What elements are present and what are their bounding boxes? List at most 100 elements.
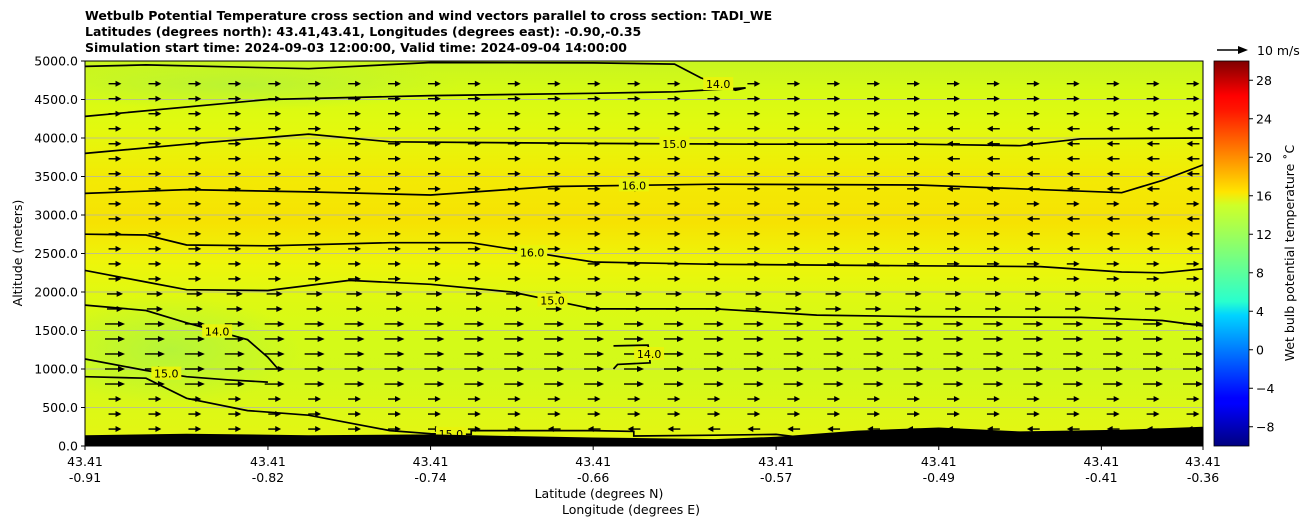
wind-vector bbox=[907, 411, 920, 418]
x-tick-lon-0: -0.91 bbox=[69, 470, 101, 485]
wind-vector bbox=[825, 290, 842, 297]
wind-vector bbox=[228, 170, 242, 177]
wind-vector bbox=[743, 335, 764, 342]
wind-vector bbox=[1023, 320, 1044, 327]
wind-vector bbox=[427, 185, 441, 192]
wind-vector bbox=[507, 396, 521, 403]
wind-vector bbox=[108, 80, 122, 87]
wind-vector bbox=[1146, 200, 1160, 207]
wind-vector bbox=[544, 320, 565, 327]
y-tick-label-8: 4000.0 bbox=[34, 131, 78, 146]
wind-vector bbox=[747, 80, 761, 87]
wind-vector bbox=[827, 200, 841, 207]
wind-vector bbox=[308, 396, 322, 403]
wind-vector bbox=[905, 290, 922, 297]
wind-vector bbox=[1106, 396, 1120, 403]
wind-vector bbox=[266, 290, 283, 297]
contour-label-bg-4 bbox=[537, 293, 568, 307]
wind-vector bbox=[467, 275, 481, 282]
wind-vector bbox=[587, 95, 601, 102]
wind-vector bbox=[1143, 335, 1164, 342]
wind-vector bbox=[1066, 155, 1080, 162]
wind-vector bbox=[1186, 275, 1200, 282]
wind-vector bbox=[983, 320, 1004, 327]
wind-vector bbox=[424, 320, 445, 327]
wind-vector bbox=[188, 260, 202, 267]
wind-vector bbox=[467, 185, 481, 192]
wind-vector bbox=[547, 245, 561, 252]
wind-vector bbox=[386, 305, 403, 312]
wind-vector bbox=[308, 215, 322, 222]
wind-vector bbox=[783, 366, 804, 372]
wind-vector bbox=[783, 350, 804, 357]
wind-vector bbox=[224, 350, 245, 357]
wind-vector bbox=[625, 290, 643, 297]
wind-vector bbox=[547, 200, 561, 207]
wind-vector bbox=[228, 260, 242, 267]
wind-vector bbox=[507, 275, 521, 282]
wind-vector bbox=[228, 80, 242, 87]
wind-vector bbox=[344, 335, 365, 342]
wind-vector bbox=[903, 335, 924, 342]
wind-vector bbox=[186, 290, 203, 297]
colorbar-label: Wet bulb potential temperature ˚C bbox=[1282, 144, 1297, 361]
wind-vector bbox=[827, 155, 841, 162]
wind-vector bbox=[1186, 215, 1200, 222]
wind-vector bbox=[467, 170, 481, 177]
wind-vector bbox=[903, 350, 924, 357]
wind-vector bbox=[228, 275, 242, 282]
wind-vector bbox=[546, 305, 563, 312]
x-tick-lon-3: -0.66 bbox=[577, 470, 609, 485]
colorbar-tick-label-9: −8 bbox=[1256, 419, 1274, 434]
wind-vector bbox=[947, 275, 960, 282]
colorbar-tick-label-2: 20 bbox=[1256, 150, 1272, 165]
wind-vector bbox=[1186, 260, 1200, 267]
wind-vector bbox=[867, 411, 881, 418]
wind-vector bbox=[308, 80, 322, 87]
wind-vector bbox=[148, 411, 162, 418]
wind-vector bbox=[348, 396, 361, 403]
wind-vector bbox=[348, 215, 361, 222]
wind-vector bbox=[827, 426, 841, 433]
wind-vector bbox=[947, 396, 960, 403]
wind-vector bbox=[1066, 140, 1080, 147]
wind-vector bbox=[1103, 320, 1124, 327]
colorbar-tick-label-3: 16 bbox=[1256, 188, 1272, 203]
wind-vector bbox=[787, 411, 801, 418]
wind-vector bbox=[184, 381, 205, 388]
wind-vector bbox=[1106, 411, 1120, 418]
wind-vector bbox=[1106, 110, 1120, 117]
wind-vector bbox=[108, 95, 122, 102]
y-tick-label-3: 1500.0 bbox=[34, 323, 78, 338]
wind-vector bbox=[1026, 125, 1040, 132]
wind-vector bbox=[584, 320, 605, 327]
wind-vector bbox=[663, 350, 684, 357]
wind-vector bbox=[547, 185, 561, 192]
wind-vector bbox=[667, 125, 681, 132]
wind-vector bbox=[627, 245, 641, 252]
wind-vector bbox=[1103, 366, 1124, 372]
wind-vector bbox=[867, 200, 881, 207]
wind-vector bbox=[823, 335, 844, 342]
wind-vector bbox=[467, 125, 481, 132]
wind-vector bbox=[108, 125, 122, 132]
wind-vector bbox=[108, 170, 122, 177]
wind-vector bbox=[1183, 381, 1203, 388]
wind-vector bbox=[308, 426, 322, 433]
wind-vector bbox=[108, 426, 122, 433]
wind-vector bbox=[308, 245, 322, 252]
wind-vector bbox=[1143, 350, 1164, 357]
contour-label-4: 15.0 bbox=[540, 294, 565, 307]
wind-vector bbox=[1065, 305, 1082, 312]
colorbar-tick-label-0: 28 bbox=[1256, 73, 1272, 88]
wind-vector bbox=[907, 170, 920, 177]
wind-vector bbox=[388, 396, 401, 403]
wind-vector bbox=[947, 110, 960, 117]
wind-vector bbox=[228, 155, 242, 162]
wind-vector bbox=[507, 155, 521, 162]
wind-vector bbox=[1065, 290, 1082, 297]
wind-vector bbox=[825, 305, 842, 312]
wind-vector bbox=[1145, 305, 1162, 312]
wind-vector bbox=[787, 396, 801, 403]
wind-vector bbox=[1026, 245, 1040, 252]
